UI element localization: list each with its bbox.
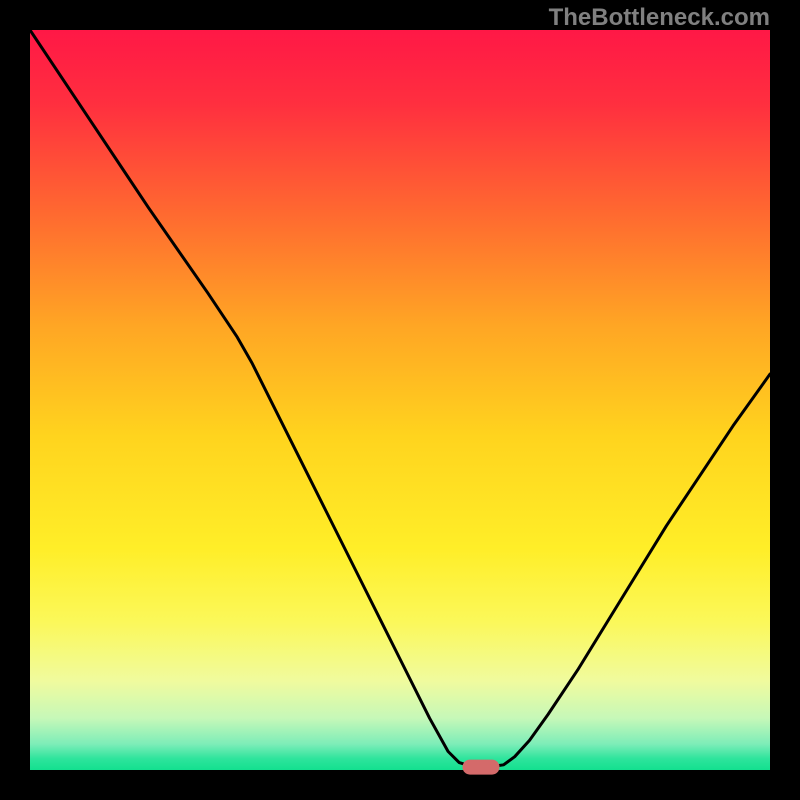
plot-area bbox=[30, 30, 770, 770]
optimal-point-marker bbox=[463, 760, 500, 775]
watermark-label: TheBottleneck.com bbox=[549, 4, 770, 32]
bottleneck-curve bbox=[30, 30, 770, 767]
figure-outer: TheBottleneck.com bbox=[0, 0, 800, 800]
plot-svg bbox=[30, 30, 770, 770]
